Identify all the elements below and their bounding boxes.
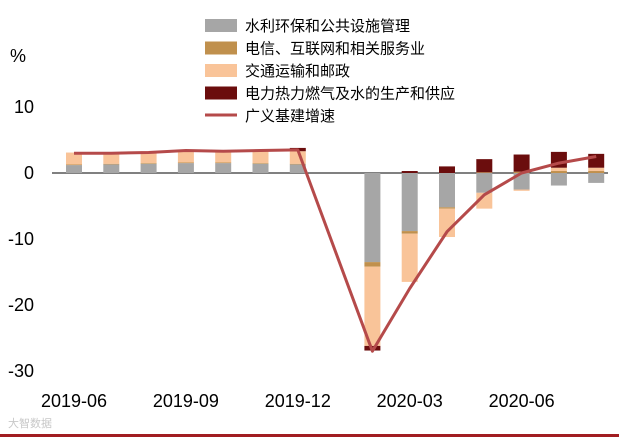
bar-segment <box>476 173 493 193</box>
bar-segment <box>103 164 120 173</box>
legend-label: 水利环保和公共设施管理 <box>245 17 410 35</box>
bar-segment <box>513 189 530 191</box>
legend-swatch <box>205 19 237 32</box>
bar-segment <box>364 266 381 346</box>
bar-segment <box>66 164 82 166</box>
bottom-rule <box>0 434 619 437</box>
bar-segment <box>177 163 194 173</box>
bar-segment <box>103 152 120 164</box>
bar-segment <box>252 150 269 164</box>
bar-segment <box>401 173 418 232</box>
bar-segment <box>513 173 530 190</box>
bar-segment <box>476 159 493 173</box>
legend: 水利环保和公共设施管理电信、互联网和相关服务业交通运输和邮政电力热力燃气及水的生… <box>205 17 455 125</box>
bar-segment <box>550 173 567 186</box>
y-unit-label: % <box>10 46 26 66</box>
bar-segment <box>588 173 605 183</box>
watermark: 大智数据 <box>8 416 52 430</box>
bar-segment <box>252 163 269 164</box>
bar-segment <box>439 207 455 209</box>
bar-segment <box>401 231 418 234</box>
legend-label: 电信、互联网和相关服务业 <box>245 40 425 58</box>
bar-segment <box>476 172 493 173</box>
bar-segment <box>401 233 418 282</box>
bar-segment <box>177 162 194 164</box>
legend-swatch <box>205 64 237 77</box>
bar-segment <box>588 167 605 172</box>
bar-segment <box>364 173 381 263</box>
bar-segment <box>439 173 455 208</box>
infrastructure-growth-line <box>74 148 597 353</box>
legend-label: 交通运输和邮政 <box>245 62 350 80</box>
x-tick-label: 2019-09 <box>153 391 219 411</box>
legend-label: 广义基建增速 <box>245 107 335 125</box>
y-tick-label: 10 <box>14 97 34 117</box>
bar-segment <box>140 151 157 164</box>
bar-segment <box>140 163 157 164</box>
line-series <box>74 148 597 353</box>
y-tick-label: -20 <box>8 295 34 315</box>
bar-segment <box>550 167 567 172</box>
bar-segment <box>215 150 232 163</box>
x-tick-label: 2020-06 <box>489 391 555 411</box>
y-tick-label: -30 <box>8 361 34 381</box>
bar-segment <box>66 152 82 165</box>
bar-segment <box>550 171 567 173</box>
bar-segment <box>439 166 455 173</box>
bar-segment <box>289 163 306 165</box>
y-tick-label: -10 <box>8 229 34 249</box>
legend-swatch <box>205 41 237 55</box>
x-tick-label: 2019-12 <box>265 391 331 411</box>
x-axis: 2019-06 2019-09 2019-12 2020-03 2020-06 <box>41 391 555 411</box>
bar-segment <box>140 163 157 173</box>
x-tick-label: 2019-06 <box>41 391 107 411</box>
bar-segment <box>588 171 605 173</box>
legend-label: 电力热力燃气及水的生产和供应 <box>245 85 455 103</box>
legend-swatch <box>205 86 237 100</box>
y-tick-label: 0 <box>24 163 34 183</box>
bar-segment <box>252 163 269 173</box>
bar-segment <box>289 164 306 173</box>
bar-segment <box>215 163 232 173</box>
bar-segment <box>103 163 120 165</box>
bar-segment <box>588 153 605 168</box>
bar-segment <box>177 149 194 163</box>
bar-segment <box>215 162 232 164</box>
x-tick-label: 2020-03 <box>377 391 443 411</box>
bar-segment <box>401 171 418 173</box>
bar-segment <box>66 165 82 173</box>
axes: 10 0 -10 -20 -30 <box>8 97 608 381</box>
bar-segment <box>364 262 381 267</box>
bar-segment <box>439 208 455 238</box>
bar-segment <box>513 154 530 172</box>
